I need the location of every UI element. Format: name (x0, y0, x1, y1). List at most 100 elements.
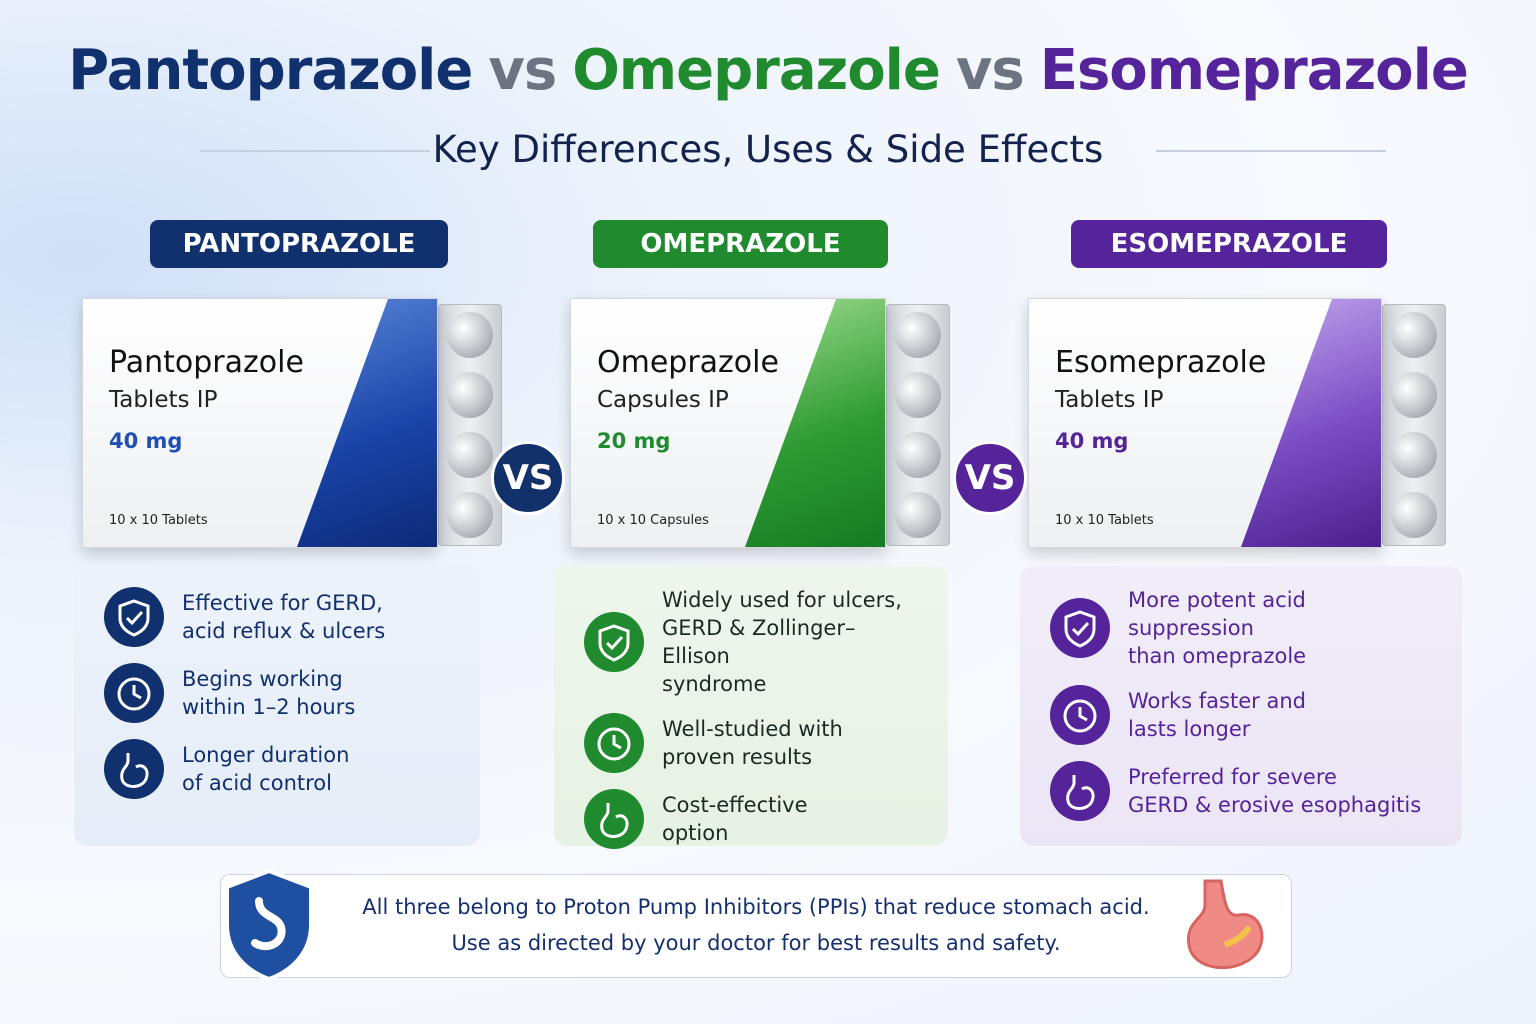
pill (447, 492, 493, 538)
box-dose: 40 mg (109, 429, 183, 453)
info-card: Widely used for ulcers, GERD & Zollinger–… (554, 566, 948, 849)
point-text: Effective for GERD, acid reflux & ulcers (182, 589, 385, 645)
point-text: Works faster and lasts longer (1128, 687, 1306, 743)
pill (1391, 312, 1437, 358)
point-line: Works faster and (1128, 689, 1306, 713)
point: Effective for GERD, acid reflux & ulcers (104, 586, 450, 648)
point-icon (104, 663, 164, 723)
point-text: Longer duration of acid control (182, 741, 349, 797)
point-icon (1050, 685, 1110, 745)
point-icon (584, 713, 644, 773)
vs-badge: VS (491, 441, 565, 515)
point-line: GERD & erosive esophagitis (1128, 793, 1422, 817)
divider (1156, 150, 1386, 152)
point-icon (1050, 598, 1110, 658)
point-line: of acid control (182, 771, 332, 795)
point-line: Cost-effective (662, 793, 808, 817)
point-icon (104, 587, 164, 647)
medicine-box: Pantoprazole Tablets IP 40 mg 10 x 10 Table… (82, 298, 438, 548)
point-line: proven results (662, 745, 813, 769)
point-text: Widely used for ulcers, GERD & Zollinger–… (662, 586, 918, 698)
point-line: Widely used for ulcers, (662, 588, 902, 612)
pill (447, 432, 493, 478)
vs-badge: VS (953, 441, 1027, 515)
title-vs: vs (955, 38, 1025, 103)
point: Well-studied with proven results (584, 712, 918, 774)
point-line: Effective for GERD, (182, 591, 383, 615)
pill (895, 432, 941, 478)
box-stripe (745, 299, 885, 547)
point: Longer duration of acid control (104, 738, 450, 800)
point-line: More potent acid suppression (1128, 588, 1306, 640)
box-name: Esomeprazole (1055, 345, 1267, 380)
point: Works faster and lasts longer (1050, 684, 1432, 746)
point-line: than omeprazole (1128, 644, 1307, 668)
point-text: Cost-effective option (662, 791, 808, 847)
point-line: Preferred for severe (1128, 765, 1337, 789)
title: Pantoprazole vs Omeprazole vs Esomeprazole (0, 38, 1536, 103)
blister-pack (1382, 304, 1446, 546)
blister-pack (886, 304, 950, 546)
point-line: Begins working (182, 667, 343, 691)
title-drug: Pantoprazole (68, 38, 473, 103)
point-line: option (662, 821, 729, 845)
box-form: Tablets IP (109, 387, 218, 413)
point: More potent acid suppression than omepraz… (1050, 586, 1432, 670)
point: Widely used for ulcers, GERD & Zollinger–… (584, 586, 918, 698)
footer-box: All three belong to Proton Pump Inhibito… (220, 868, 1292, 982)
point-line: Longer duration (182, 743, 350, 767)
box-name: Omeprazole (597, 345, 779, 380)
subtitle: Key Differences, Uses & Side Effects (432, 128, 1104, 171)
drug-badge: OMEPRAZOLE (593, 220, 888, 268)
point-icon (1050, 761, 1110, 821)
point-line: within 1–2 hours (182, 695, 356, 719)
box-form: Tablets IP (1055, 387, 1164, 413)
point: Cost-effective option (584, 788, 918, 850)
title-drug: Omeprazole (572, 38, 941, 103)
point-text: Preferred for severe GERD & erosive esoph… (1128, 763, 1421, 819)
title-vs: vs (488, 38, 557, 103)
drug-badge: PANTOPRAZOLE (150, 220, 448, 268)
shield-icon (225, 868, 313, 982)
info-card: More potent acid suppression than omepraz… (1020, 566, 1462, 846)
stomach-image (1187, 879, 1264, 970)
divider (200, 150, 430, 152)
point: Preferred for severe GERD & erosive esoph… (1050, 760, 1432, 822)
box-stripe (297, 299, 437, 547)
box-pack: 10 x 10 Tablets (1055, 513, 1154, 528)
box-dose: 20 mg (597, 429, 671, 453)
pill (447, 372, 493, 418)
box-stripe (1241, 299, 1381, 547)
box-name: Pantoprazole (109, 345, 304, 380)
point: Begins working within 1–2 hours (104, 662, 450, 724)
point-text: Well-studied with proven results (662, 715, 843, 771)
title-drug: Esomeprazole (1039, 38, 1469, 103)
point-text: Begins working within 1–2 hours (182, 665, 355, 721)
point-line: syndrome (662, 672, 767, 696)
box-form: Capsules IP (597, 387, 729, 413)
point-line: Well-studied with (662, 717, 843, 741)
medicine-box: Omeprazole Capsules IP 20 mg 10 x 10 Capsul… (570, 298, 886, 548)
footer-line: Use as directed by your doctor for best … (451, 931, 1061, 955)
point-icon (584, 789, 644, 849)
box-pack: 10 x 10 Tablets (109, 513, 208, 528)
drug-badge: ESOMEPRAZOLE (1071, 220, 1387, 268)
point-icon (584, 612, 644, 672)
pill (1391, 372, 1437, 418)
medicine-box: Esomeprazole Tablets IP 40 mg 10 x 10 Table… (1028, 298, 1382, 548)
point-line: lasts longer (1128, 717, 1251, 741)
footer-line: All three belong to Proton Pump Inhibito… (362, 895, 1150, 919)
pill (1391, 432, 1437, 478)
pill (1391, 492, 1437, 538)
box-dose: 40 mg (1055, 429, 1129, 453)
pill (447, 312, 493, 358)
point-text: More potent acid suppression than omepraz… (1128, 586, 1432, 670)
blister-pack (438, 304, 502, 546)
point-icon (104, 739, 164, 799)
pill (895, 492, 941, 538)
pill (895, 372, 941, 418)
point-line: GERD & Zollinger–Ellison (662, 616, 856, 668)
pill (895, 312, 941, 358)
